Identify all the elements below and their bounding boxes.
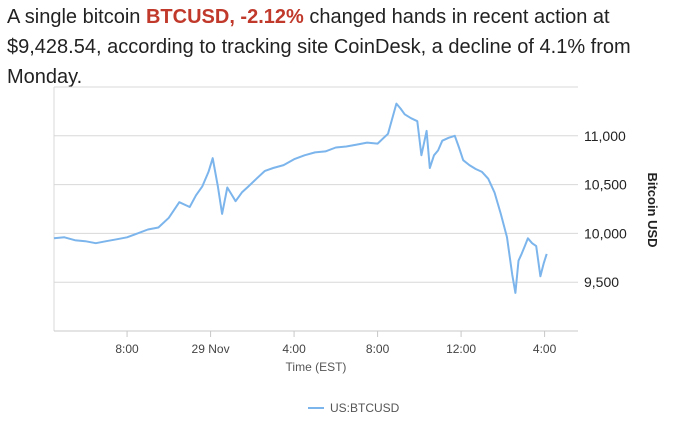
- x-tick-label: 8:00: [366, 342, 390, 356]
- article-intro: A single bitcoin BTCUSD, -2.12% changed …: [7, 2, 692, 92]
- x-axis-ticks: 8:00 29 Nov 4:00 8:00 12:00 4:00: [115, 331, 557, 356]
- ticker-link[interactable]: BTCUSD, -2.12%: [145, 6, 304, 28]
- y-tick-label: 11,000: [584, 128, 626, 144]
- x-tick-label: 12:00: [446, 342, 476, 356]
- x-tick-label: 4:00: [282, 342, 306, 356]
- x-axis-title: Time (EST): [286, 360, 347, 374]
- series-line-btcusd[interactable]: [53, 102, 548, 294]
- y-axis-ticks: 9,500 10,000 10,500 11,000: [584, 128, 627, 290]
- intro-lead: A single bitcoin: [7, 6, 146, 28]
- grid-lines: [54, 86, 578, 283]
- y-tick-label: 9,500: [584, 274, 619, 290]
- x-tick-label: 8:00: [115, 342, 139, 356]
- y-tick-label: 10,500: [584, 177, 627, 193]
- x-tick-label: 29 Nov: [192, 342, 230, 356]
- y-tick-label: 10,000: [584, 225, 627, 241]
- intro-tail: changed hands in recent action at $9,428…: [7, 6, 631, 88]
- x-tick-label: 4:00: [533, 342, 557, 356]
- legend[interactable]: US:BTCUSD: [308, 401, 400, 415]
- y-axis-title: Bitcoin USD: [645, 172, 660, 247]
- legend-label: US:BTCUSD: [330, 401, 400, 415]
